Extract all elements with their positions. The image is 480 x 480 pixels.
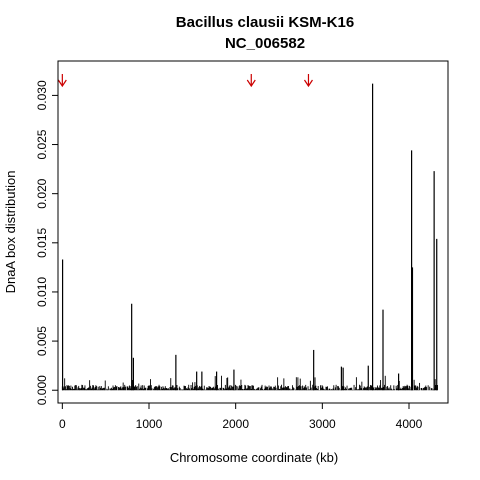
x-tick-label: 0 [59, 417, 66, 431]
arrow-down-icon [57, 74, 67, 88]
y-tick-label: 0.000 [35, 375, 49, 405]
chart-subtitle: NC_006582 [225, 35, 305, 52]
chart-title: Bacillus clausii KSM-K16 [176, 14, 354, 31]
x-axis: 0 1000 2000 3000 4000 [59, 403, 423, 431]
arrow-down-icon [246, 74, 256, 88]
x-tick-label: 2000 [222, 417, 249, 431]
plot-frame [57, 60, 449, 404]
y-tick-label: 0.025 [35, 129, 49, 159]
x-tick-label: 4000 [396, 417, 423, 431]
x-tick-label: 1000 [136, 417, 163, 431]
y-tick-label: 0.020 [35, 178, 49, 208]
plot-area [57, 74, 438, 391]
y-tick-label: 0.030 [35, 80, 49, 110]
y-axis: 0.000 0.005 0.010 0.015 0.020 0.025 0.030 [35, 80, 58, 405]
y-tick-label: 0.015 [35, 227, 49, 257]
x-axis-label: Chromosome coordinate (kb) [170, 450, 338, 465]
x-tick-label: 3000 [309, 417, 336, 431]
y-tick-label: 0.005 [35, 326, 49, 356]
minor-spikes [61, 375, 438, 391]
arrow-down-icon [303, 74, 313, 88]
y-tick-label: 0.010 [35, 277, 49, 307]
y-axis-label: DnaA box distribution [3, 171, 18, 294]
